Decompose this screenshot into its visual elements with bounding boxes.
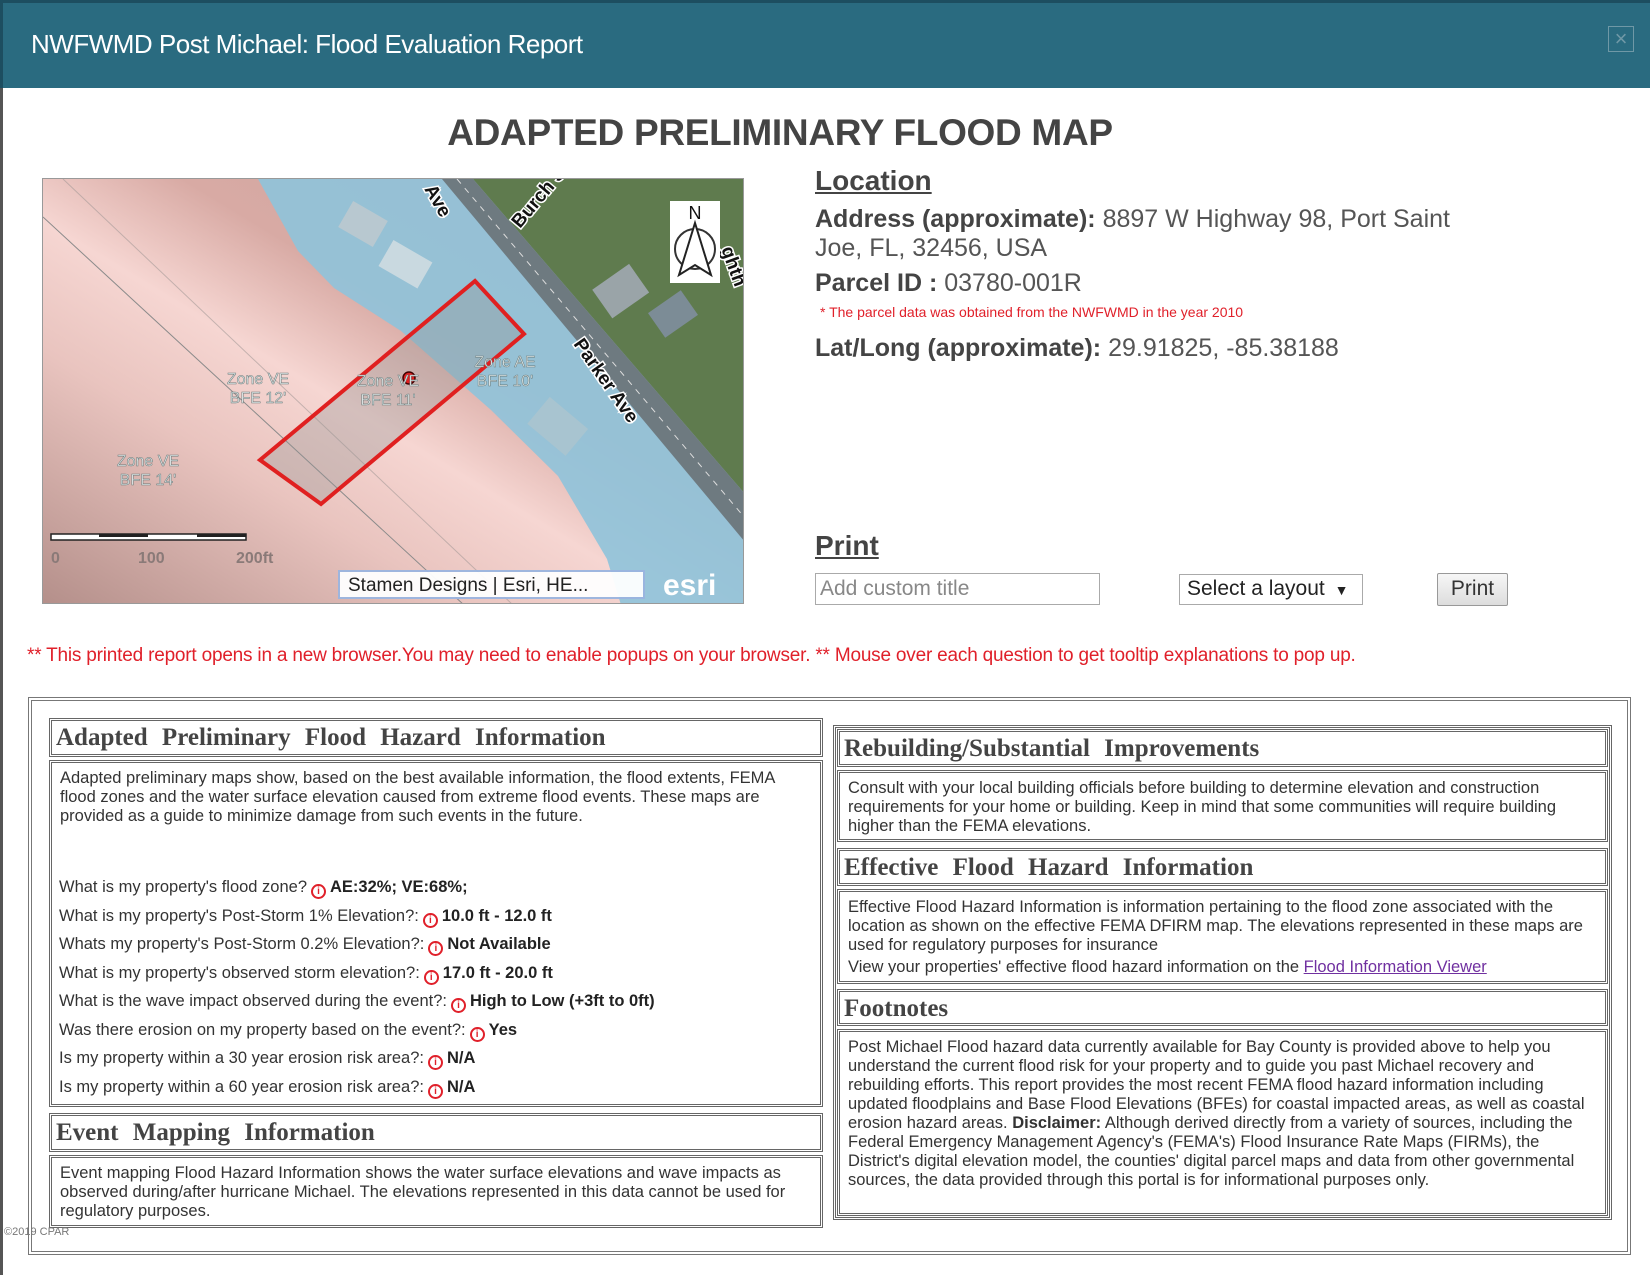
lat-long: Lat/Long (approximate): 29.91825, -85.38…: [815, 334, 1339, 362]
info-icon[interactable]: i: [428, 1083, 443, 1099]
map-attribution[interactable]: Stamen Designs | Esri, HE...: [348, 575, 588, 596]
address-line2: Joe, FL, 32456, USA: [815, 234, 1048, 262]
question-text[interactable]: Is my property within a 30 year erosion …: [59, 1049, 424, 1067]
question-row[interactable]: Is my property within a 30 year erosion …: [59, 1049, 475, 1070]
info-icon[interactable]: i: [428, 1055, 443, 1070]
question-row[interactable]: Whats my property's Post-Storm 0.2% Elev…: [59, 935, 551, 956]
answer-value: Not Available: [447, 935, 551, 953]
parcel-note: * The parcel data was obtained from the …: [820, 304, 1244, 320]
page-title: ADAPTED PRELIMINARY FLOOD MAP: [447, 112, 1113, 153]
effective-heading: Effective Flood Hazard Information: [837, 848, 1608, 886]
footnotes-body: Post Michael Flood hazard data currently…: [837, 1029, 1608, 1216]
dialog-title: NWFWMD Post Michael: Flood Evaluation Re…: [31, 29, 583, 59]
question-row[interactable]: Is my property within a 60 year erosion …: [59, 1078, 475, 1099]
report-container: [28, 697, 1631, 1255]
address: Address (approximate): 8897 W Highway 98…: [815, 205, 1450, 233]
svg-text:100: 100: [138, 550, 165, 567]
info-icon[interactable]: i: [423, 969, 439, 985]
question-text[interactable]: What is my property's observed storm ele…: [59, 963, 420, 982]
answer-value: 17.0 ft - 20.0 ft: [442, 963, 553, 982]
watermark: ©2019 CPAR: [4, 1226, 70, 1238]
custom-title-input[interactable]: [815, 573, 1100, 605]
info-icon[interactable]: i: [428, 941, 444, 956]
question-row[interactable]: What is my property's Post-Storm 1% Elev…: [59, 907, 552, 928]
zone-label: Zone VE: [117, 453, 179, 470]
parcel-id: Parcel ID : 03780-001R: [815, 269, 1082, 297]
rebuilding-body: Consult with your local building officia…: [837, 770, 1608, 842]
answer-value: Yes: [488, 1020, 518, 1039]
info-icon[interactable]: i: [469, 1026, 485, 1042]
window-edge: [0, 88, 3, 1275]
question-text[interactable]: Whats my property's Post-Storm 0.2% Elev…: [59, 935, 425, 953]
effective-view-line: View your properties' effective flood ha…: [848, 958, 1487, 976]
question-row[interactable]: Was there erosion on my property based o…: [59, 1021, 517, 1042]
question-row[interactable]: What is my property's observed storm ele…: [59, 964, 553, 985]
zone-label: Zone AE: [474, 354, 535, 371]
info-icon[interactable]: i: [450, 998, 466, 1013]
bfe-label: BFE 14': [120, 472, 176, 489]
dialog-header: NWFWMD Post Michael: Flood Evaluation Re…: [0, 0, 1650, 88]
layout-select[interactable]: Select a layout ▼: [1179, 574, 1363, 605]
bfe-label: BFE 11': [360, 392, 415, 409]
adapted-body: Adapted preliminary maps show, based on …: [60, 769, 775, 825]
rebuilding-heading: Rebuilding/Substantial Improvements: [837, 729, 1608, 767]
question-text[interactable]: Was there erosion on my property based o…: [59, 1020, 466, 1039]
bfe-label: BFE 10': [477, 373, 533, 390]
bfe-label: BFE 12': [230, 390, 286, 407]
question-row[interactable]: What is my property's flood zone? i AE:32%…: [59, 878, 468, 899]
zone-label: Zone VE: [227, 371, 289, 388]
road: [442, 179, 743, 540]
event-body: Event mapping Flood Hazard Information s…: [49, 1155, 823, 1228]
property-marker: [402, 371, 416, 385]
scale-bar: 0 100 200ft: [50, 533, 274, 567]
print-button[interactable]: Print: [1437, 573, 1508, 606]
event-heading: Event Mapping Information: [49, 1113, 823, 1152]
close-icon[interactable]: ×: [1608, 26, 1634, 52]
effective-panel: Effective Flood Hazard Information is in…: [837, 889, 1608, 984]
right-column: [833, 725, 1612, 1220]
esri-logo: esri: [663, 569, 716, 602]
question-text[interactable]: What is my property's Post-Storm 1% Elev…: [59, 906, 419, 925]
info-icon[interactable]: i: [311, 884, 327, 899]
question-text[interactable]: Is my property within a 60 year erosion …: [59, 1077, 424, 1096]
adapted-panel: Adapted preliminary maps show, based on …: [49, 760, 823, 1107]
info-icon[interactable]: i: [422, 912, 438, 928]
answer-value: N/A: [447, 1049, 476, 1067]
effective-body: Effective Flood Hazard Information is in…: [848, 898, 1583, 954]
question-row[interactable]: What is the wave impact observed during …: [59, 992, 655, 1013]
question-text[interactable]: What is the wave impact observed during …: [59, 992, 447, 1010]
svg-text:0: 0: [51, 550, 60, 567]
svg-text:N: N: [689, 203, 702, 223]
adapted-heading: Adapted Preliminary Flood Hazard Informa…: [49, 718, 823, 757]
zone-label: Zone VE: [357, 373, 419, 390]
location-heading: Location: [815, 165, 932, 196]
flood-map[interactable]: Zone VE BFE 12' Zone VE BFE 11' Zone AE …: [42, 178, 744, 604]
answer-value: AE:32%; VE:68%;: [330, 878, 468, 896]
dropdown-arrow-icon: ▼: [1334, 582, 1349, 598]
footnotes-heading: Footnotes: [837, 989, 1608, 1026]
answer-value: 10.0 ft - 12.0 ft: [441, 906, 552, 925]
popup-notice: ** This printed report opens in a new br…: [27, 645, 1356, 666]
answer-value: High to Low (+3ft to 0ft): [469, 992, 655, 1010]
flood-information-viewer-link[interactable]: Flood Information Viewer: [1303, 958, 1487, 976]
question-text[interactable]: What is my property's flood zone?: [59, 878, 308, 896]
parcel-outline: [256, 278, 527, 507]
answer-value: N/A: [447, 1077, 476, 1096]
svg-text:200ft: 200ft: [236, 550, 274, 567]
print-heading: Print: [815, 530, 879, 561]
north-arrow-icon: N: [670, 201, 720, 283]
